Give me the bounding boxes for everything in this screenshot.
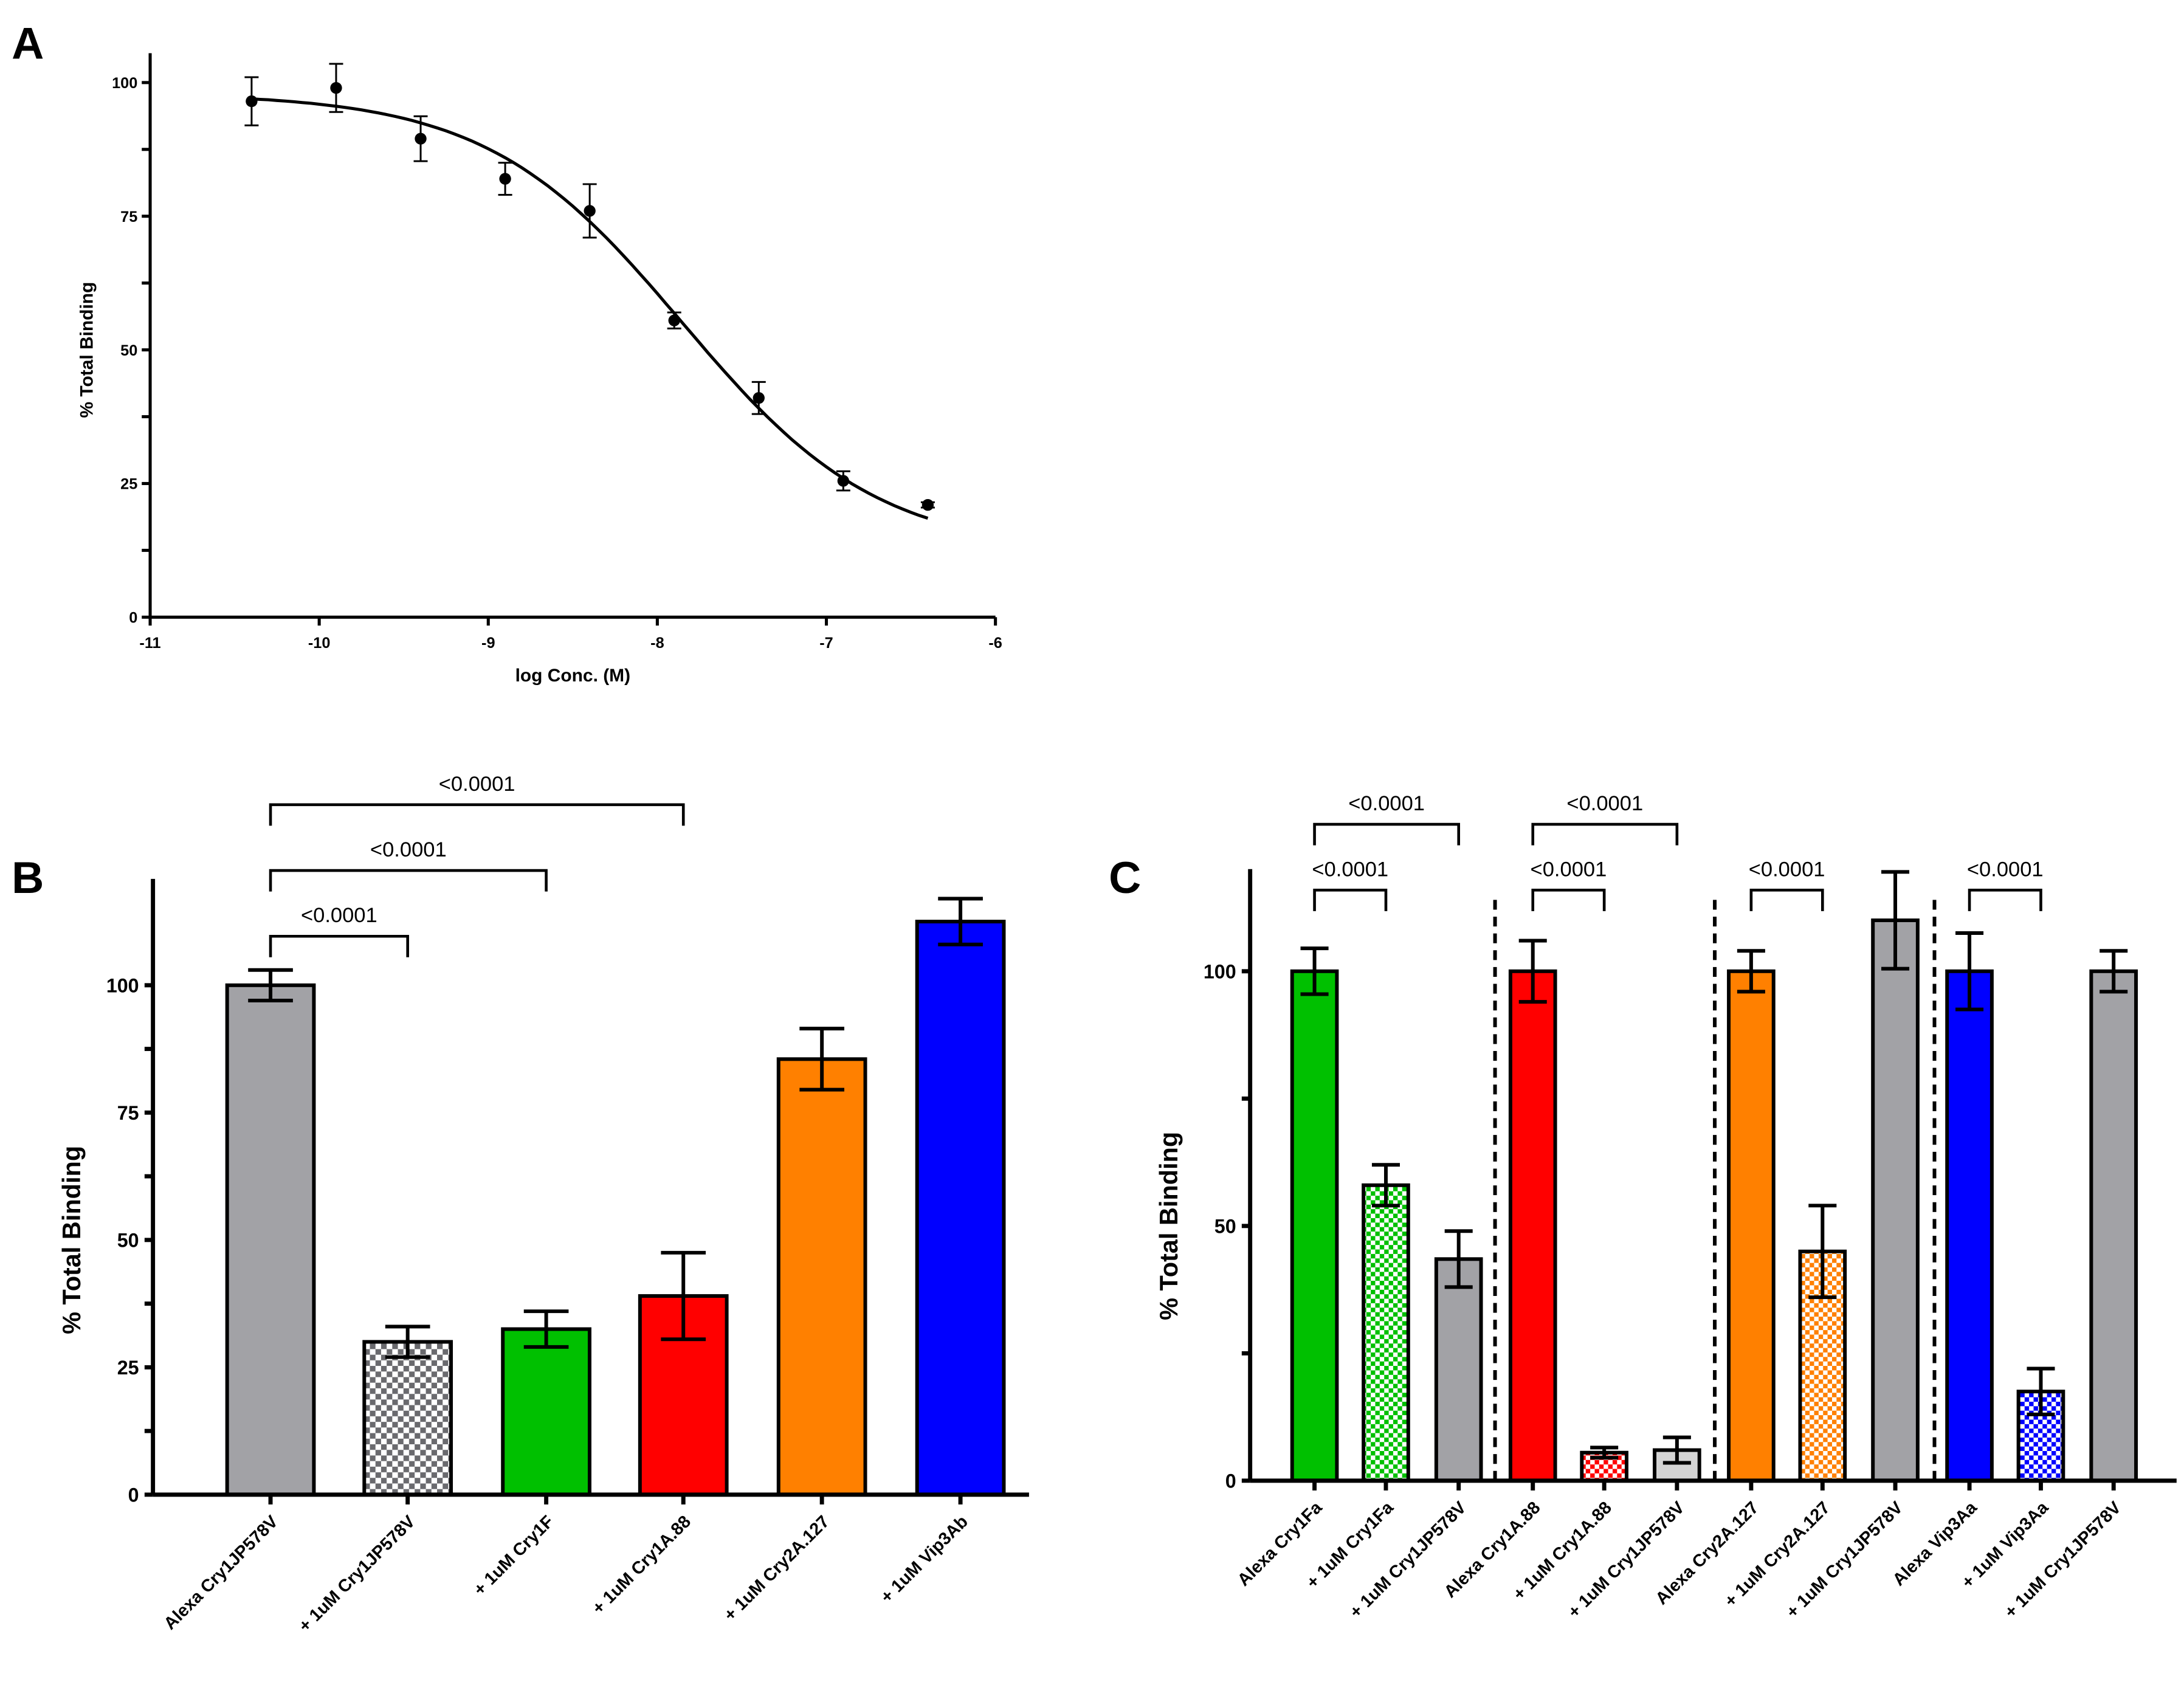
p-value-label: <0.0001 (1312, 858, 1388, 881)
y-tick-label: 75 (120, 208, 137, 226)
x-tick-label: Alexa Cry1JP578V (160, 1512, 282, 1633)
error-bar (1371, 1163, 1400, 1208)
significance-bracket (1531, 888, 1606, 911)
y-tick-label: 25 (117, 1357, 139, 1379)
bar-6 (915, 920, 1006, 1497)
bar-3 (1434, 1257, 1483, 1483)
y-axis-title: % Total Binding (1154, 1132, 1183, 1320)
significance-bracket (1313, 822, 1461, 846)
x-tick-label: + 1uM Cry1JP578V (295, 1512, 419, 1636)
x-tick-label: -7 (819, 635, 833, 652)
data-point (330, 81, 342, 94)
data-point (584, 205, 596, 217)
data-point (837, 475, 850, 487)
bar-2 (1362, 1183, 1410, 1483)
data-point (415, 133, 427, 145)
y-tick-label: 100 (112, 75, 137, 92)
bar-12 (2089, 969, 2138, 1483)
bar-1 (1290, 969, 1339, 1483)
y-tick-label: 0 (1225, 1470, 1236, 1492)
error-bar (799, 1027, 844, 1092)
significance-bracket (269, 803, 685, 826)
error-bar (2100, 949, 2128, 994)
significance-bracket (1749, 888, 1824, 911)
x-tick-label: -9 (481, 635, 495, 652)
bar-1 (225, 983, 316, 1497)
y-tick-label: 0 (129, 610, 137, 627)
fit-curve (251, 97, 929, 520)
panel-label-b: B (12, 852, 44, 903)
bar-10 (1945, 969, 1994, 1483)
bar-7 (1727, 969, 1776, 1483)
error-bar (1808, 1204, 1837, 1300)
error-bar (2027, 1366, 2055, 1416)
error-bar (1590, 1446, 1619, 1460)
error-bar (1444, 1229, 1473, 1289)
p-value-label: <0.0001 (1531, 858, 1607, 881)
error-bar (1662, 1435, 1691, 1465)
y-tick-label: 50 (120, 342, 137, 359)
bar-2 (362, 1340, 453, 1497)
p-value-label: <0.0001 (1348, 792, 1425, 815)
x-axis-title: log Conc. (M) (515, 666, 630, 686)
data-point (246, 95, 258, 108)
error-bar (1955, 931, 1984, 1011)
error-bar (661, 1250, 706, 1342)
y-tick-label: 50 (117, 1229, 139, 1251)
panel-a-dose-response: -11 -10 -9 -8 -7 -6 0 25 50 75 100 log Conc. (M) % T… (77, 53, 1002, 686)
data-point (668, 314, 680, 326)
data-point (499, 173, 511, 185)
significance-bracket (1968, 888, 2042, 911)
panel-label-a: A (12, 18, 44, 69)
data-point (753, 392, 765, 404)
significance-bracket (1531, 822, 1679, 846)
p-value-label: <0.0001 (1967, 858, 2044, 881)
bar-5 (776, 1057, 867, 1497)
error-bar (1737, 949, 1765, 994)
error-bar (938, 897, 983, 946)
significance-bracket (269, 869, 548, 892)
x-tick-label: + 1uM Cry1F (470, 1512, 557, 1599)
x-tick-label: + 1uM Cry2A.127 (720, 1512, 833, 1625)
p-value-label: <0.0001 (301, 904, 377, 927)
error-bar (385, 1325, 430, 1359)
x-tick-label: + 1uM Cry1A.88 (588, 1512, 695, 1618)
x-tick-label: -8 (650, 635, 664, 652)
error-bar (1518, 939, 1547, 1004)
bar-4 (1508, 969, 1557, 1483)
y-axis-title: % Total Binding (77, 282, 97, 418)
data-point (921, 498, 934, 511)
bar-9 (1871, 918, 1920, 1483)
y-axis-title: % Total Binding (57, 1146, 86, 1334)
significance-bracket (269, 934, 409, 957)
x-tick-label: + 1uM Vip3Ab (877, 1512, 972, 1607)
y-tick-label: 100 (106, 974, 139, 996)
panel-label-c: C (1109, 852, 1141, 903)
error-bar (523, 1309, 569, 1349)
y-tick-label: 50 (1214, 1215, 1236, 1237)
y-tick-label: 0 (128, 1484, 139, 1506)
p-value-label: <0.0001 (1566, 792, 1643, 815)
y-tick-label: 100 (1204, 960, 1236, 982)
panel-b-bar-chart: 0 25 50 75 100 % Total Binding Alexa Cry1JP578… (57, 773, 1029, 1636)
p-value-label: <0.0001 (370, 838, 447, 861)
x-tick-label: -10 (308, 635, 331, 652)
p-value-label: <0.0001 (439, 773, 515, 796)
significance-bracket (1313, 888, 1388, 911)
y-tick-label: 25 (120, 476, 137, 493)
bar-3 (501, 1327, 591, 1497)
p-value-label: <0.0001 (1749, 858, 1825, 881)
y-tick-label: 75 (117, 1102, 139, 1124)
error-bar (1881, 870, 1910, 971)
error-bar (1300, 946, 1329, 996)
error-bar (248, 968, 293, 1002)
x-tick-label: -6 (988, 635, 1002, 652)
x-tick-label: -11 (139, 635, 160, 652)
